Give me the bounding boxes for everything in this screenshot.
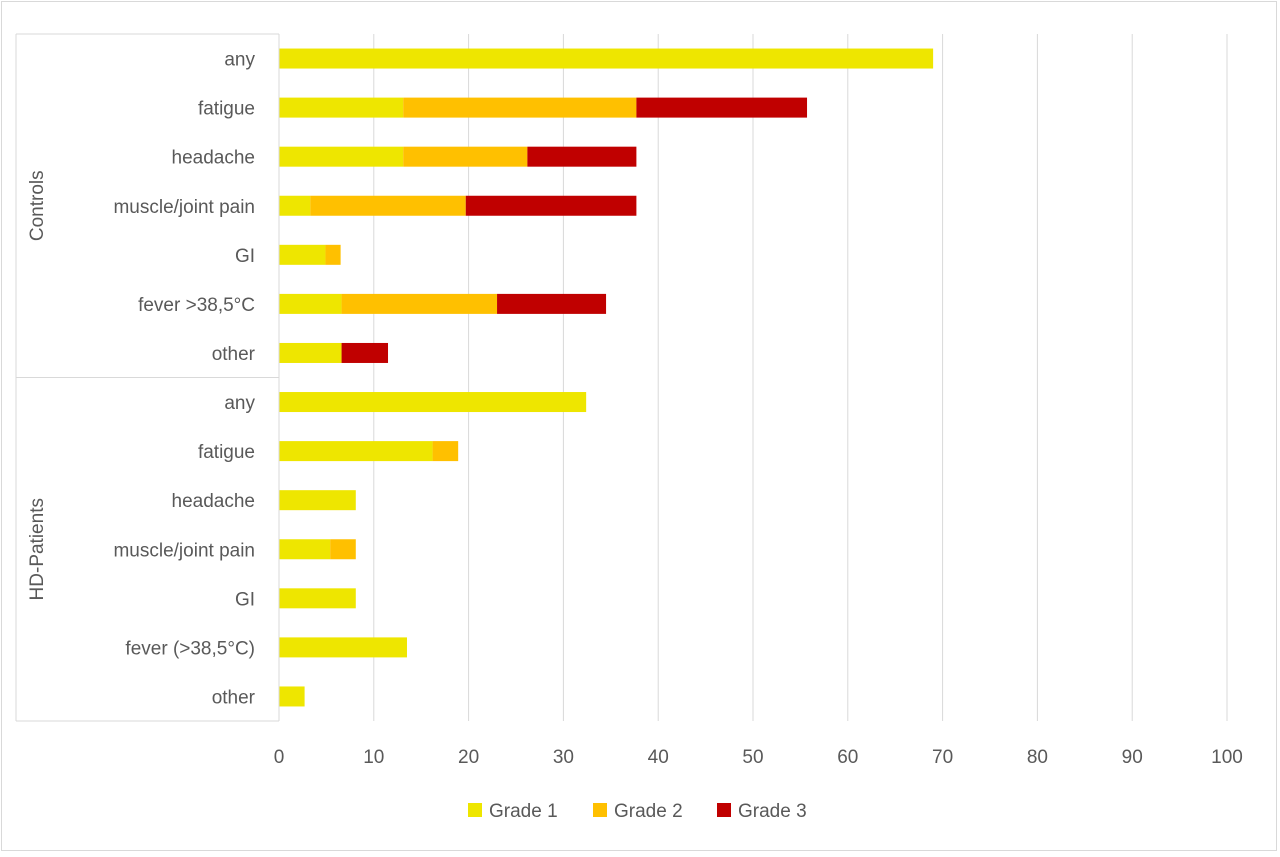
- category-label: GI: [235, 589, 255, 610]
- bar-grade-1: [279, 97, 404, 118]
- bar-grade-2: [403, 146, 528, 167]
- category-label: any: [224, 393, 255, 414]
- bar-grade-3: [341, 342, 389, 363]
- x-tick-label: 70: [932, 747, 953, 768]
- bars: [279, 48, 934, 707]
- category-label: fever >38,5°C: [138, 295, 255, 316]
- legend-label: Grade 1: [489, 801, 558, 822]
- group-label: HD-Patients: [27, 498, 48, 600]
- legend-label: Grade 2: [614, 801, 683, 822]
- bar-grade-1: [279, 539, 331, 560]
- bar-grade-2: [325, 244, 341, 265]
- category-label: any: [224, 50, 255, 71]
- legend-label: Grade 3: [738, 801, 807, 822]
- category-label: other: [212, 687, 256, 708]
- bar-grade-1: [279, 195, 311, 216]
- category-label: headache: [172, 148, 255, 169]
- x-tick-label: 50: [742, 747, 763, 768]
- x-tick-label: 10: [363, 747, 384, 768]
- legend-swatch: [468, 803, 482, 817]
- bar-grade-1: [279, 293, 342, 314]
- bar-grade-1: [279, 441, 433, 462]
- x-tick-label: 80: [1027, 747, 1048, 768]
- legend-swatch: [717, 803, 731, 817]
- bar-grade-2: [432, 441, 459, 462]
- category-label: fatigue: [198, 99, 255, 120]
- category-label: muscle/joint pain: [113, 540, 255, 561]
- x-tick-label: 100: [1211, 747, 1243, 768]
- gridlines: [373, 34, 1228, 721]
- axes: 0 10 20 30 40 50 60 70 80 90 100 any fatigue headache…: [15, 33, 1243, 768]
- bar-grade-1: [279, 342, 342, 363]
- bar-grade-1: [279, 588, 356, 609]
- bar-grade-2: [403, 97, 637, 118]
- bar-grade-2: [310, 195, 466, 216]
- legend: Grade 1 Grade 2 Grade 3: [468, 801, 807, 822]
- bar-grade-2: [330, 539, 356, 560]
- x-tick-label: 0: [274, 747, 285, 768]
- bar-grade-3: [636, 97, 808, 118]
- bar-grade-1: [279, 244, 326, 265]
- category-label: other: [212, 344, 256, 365]
- category-label: headache: [172, 491, 255, 512]
- legend-swatch: [593, 803, 607, 817]
- bar-grade-1: [279, 392, 587, 413]
- bar-grade-2: [341, 293, 498, 314]
- bar-grade-1: [279, 48, 934, 69]
- bar-grade-1: [279, 490, 356, 511]
- bar-grade-3: [527, 146, 637, 167]
- category-label: muscle/joint pain: [113, 197, 255, 218]
- x-tick-label: 90: [1122, 747, 1143, 768]
- category-label: fever (>38,5°C): [125, 638, 255, 659]
- category-label: GI: [235, 246, 255, 267]
- bar-grade-3: [497, 293, 607, 314]
- bar-grade-1: [279, 686, 305, 707]
- x-tick-label: 30: [553, 747, 574, 768]
- bar-grade-1: [279, 146, 404, 167]
- x-tick-label: 40: [648, 747, 669, 768]
- bar-grade-3: [465, 195, 637, 216]
- x-tick-label: 60: [837, 747, 858, 768]
- x-tick-label: 20: [458, 747, 479, 768]
- group-label: Controls: [27, 170, 48, 241]
- bar-grade-1: [279, 637, 407, 658]
- category-label: fatigue: [198, 442, 255, 463]
